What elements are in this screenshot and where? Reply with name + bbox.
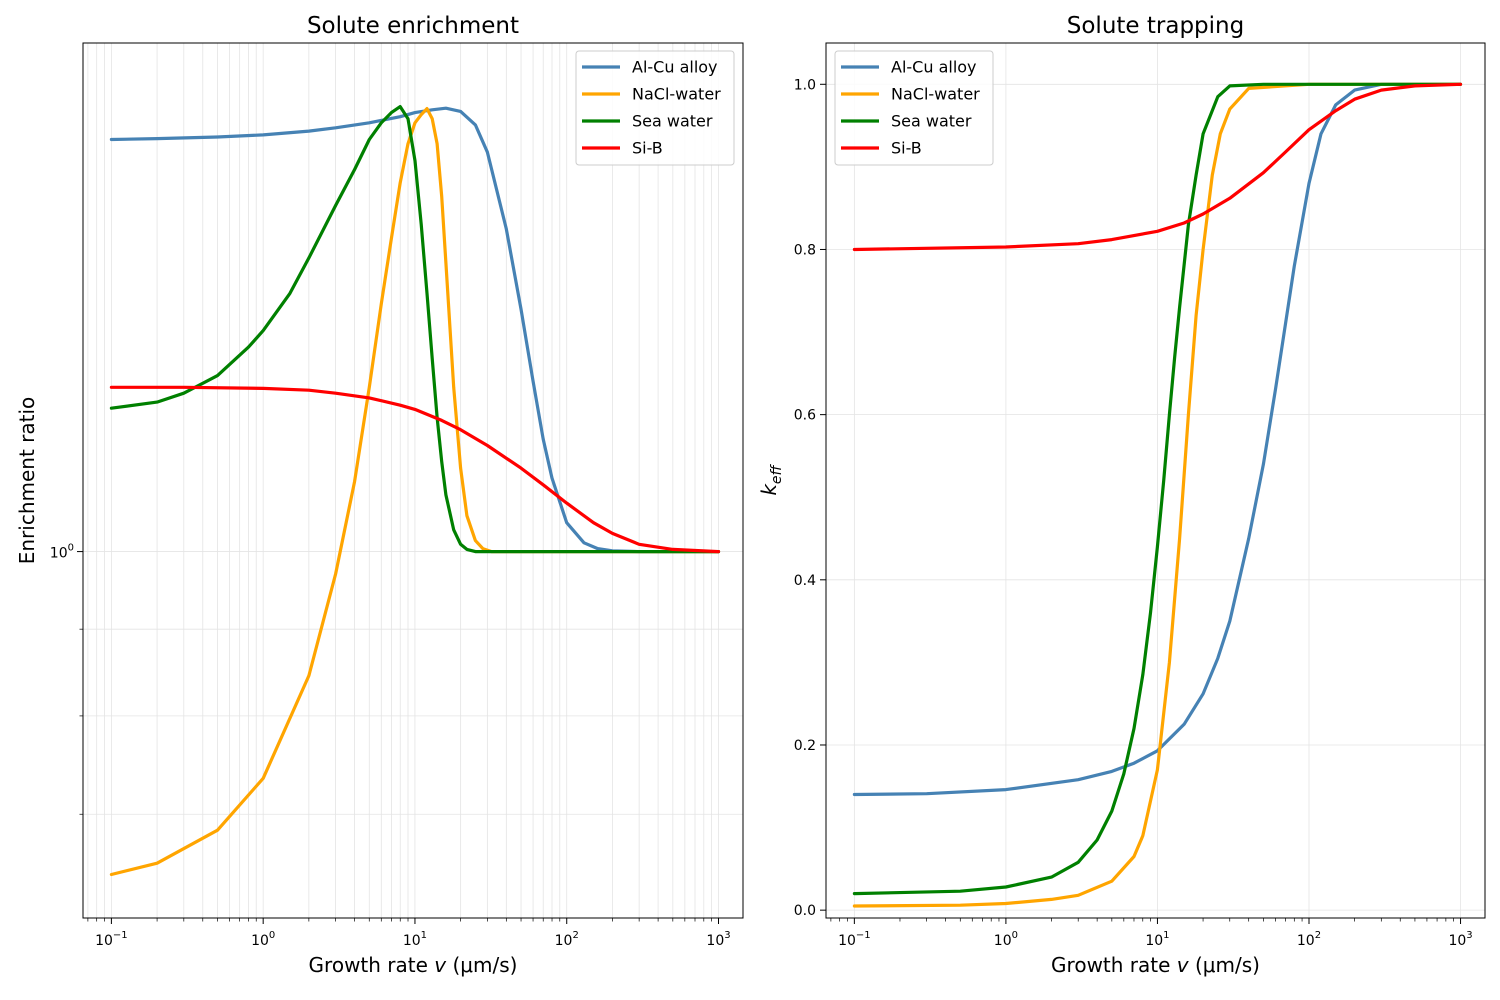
x-tick-exponent: 3: [1466, 930, 1472, 941]
series-lines: [852, 82, 1463, 908]
legend-label-al-cu-alloy: Al-Cu alloy: [891, 58, 977, 77]
legend-label-nacl-water: NaCl-water: [632, 85, 721, 104]
x-tick-base: 10: [706, 933, 724, 949]
y-tick-label: 0.2: [794, 738, 816, 754]
x-tick-label: 101: [403, 930, 427, 949]
legend-box: [834, 50, 994, 166]
x-tick-exponent: 1: [1163, 930, 1169, 941]
x-tick-label: 103: [706, 930, 730, 949]
y-axis-label: Enrichment ratio: [15, 397, 39, 565]
x-tick-base: 10: [251, 933, 269, 949]
x-tick-exponent: 2: [1315, 930, 1321, 941]
x-tick-label: 102: [1297, 930, 1321, 949]
x-tick-label: 10−1: [838, 930, 871, 949]
legend: Al-Cu alloy NaCl-water Sea water Si-B: [834, 50, 994, 166]
series-line-al-cu-alloy: [109, 106, 721, 554]
grid: [826, 43, 1485, 918]
x-tick-base: 10: [994, 933, 1012, 949]
axes-frame: [82, 42, 744, 919]
x-tick-base: 10: [555, 933, 573, 949]
legend-label-nacl-water: NaCl-water: [891, 85, 980, 104]
axes-frame: [825, 42, 1486, 919]
legend-label-sea-water: Sea water: [632, 112, 713, 131]
x-tick-base: 10: [1145, 933, 1163, 949]
x-tick-base: 10: [838, 933, 856, 949]
x-tick-exponent: 1: [421, 930, 427, 941]
y-tick-label: 100: [50, 543, 74, 562]
series-line-si-b: [109, 385, 721, 554]
x-tick-exponent: 3: [724, 930, 730, 941]
y-tick-label: 0.0: [794, 903, 816, 919]
series-line-si-b: [852, 82, 1463, 252]
x-tick-exponent: 0: [269, 930, 275, 941]
x-tick-label: 100: [251, 930, 275, 949]
legend-label-si-b: Si-B: [891, 139, 922, 158]
legend: Al-Cu alloy NaCl-water Sea water Si-B: [575, 50, 735, 166]
y-tick-base: 10: [50, 546, 68, 562]
legend-label-si-b: Si-B: [632, 139, 663, 158]
x-tick-label: 102: [555, 930, 579, 949]
x-tick-exponent: 0: [1012, 930, 1018, 941]
x-axis-label: Growth rate v (μm/s): [309, 953, 518, 977]
x-tick-base: 10: [403, 933, 421, 949]
x-tick-base: 10: [95, 933, 113, 949]
y-tick-label: 1.0: [794, 77, 816, 93]
series-line-al-cu-alloy: [852, 82, 1463, 797]
x-tick-base: 10: [1297, 933, 1315, 949]
series-line-sea-water: [852, 82, 1463, 896]
series-line-sea-water: [109, 104, 721, 554]
chart-title: Solute trapping: [1067, 13, 1244, 39]
y-tick-label: 0.8: [794, 242, 816, 258]
series-lines: [109, 104, 721, 877]
x-axis-label: Growth rate v (μm/s): [1051, 953, 1260, 977]
y-tick-label: 0.6: [794, 408, 816, 424]
x-tick-exponent: −1: [113, 930, 128, 941]
x-tick-base: 10: [1448, 933, 1466, 949]
x-tick-exponent: −1: [856, 930, 871, 941]
x-tick-label: 103: [1448, 930, 1472, 949]
x-tick-label: 100: [994, 930, 1018, 949]
legend-label-sea-water: Sea water: [891, 112, 972, 131]
y-tick-label: 0.4: [794, 573, 816, 589]
series-line-nacl-water: [852, 82, 1463, 908]
trapping-panel: 10−1 100 101 102 1030.00.20.40.60.81.0Solute…: [757, 13, 1486, 977]
grid: [83, 43, 743, 918]
x-tick-exponent: 2: [572, 930, 578, 941]
y-tick-exponent: 0: [68, 543, 74, 554]
chart-title: Solute enrichment: [307, 13, 519, 39]
x-tick-label: 10−1: [95, 930, 128, 949]
x-tick-label: 101: [1145, 930, 1169, 949]
legend-box: [575, 50, 735, 166]
legend-label-al-cu-alloy: Al-Cu alloy: [632, 58, 718, 77]
y-axis-label: keff: [757, 463, 785, 495]
